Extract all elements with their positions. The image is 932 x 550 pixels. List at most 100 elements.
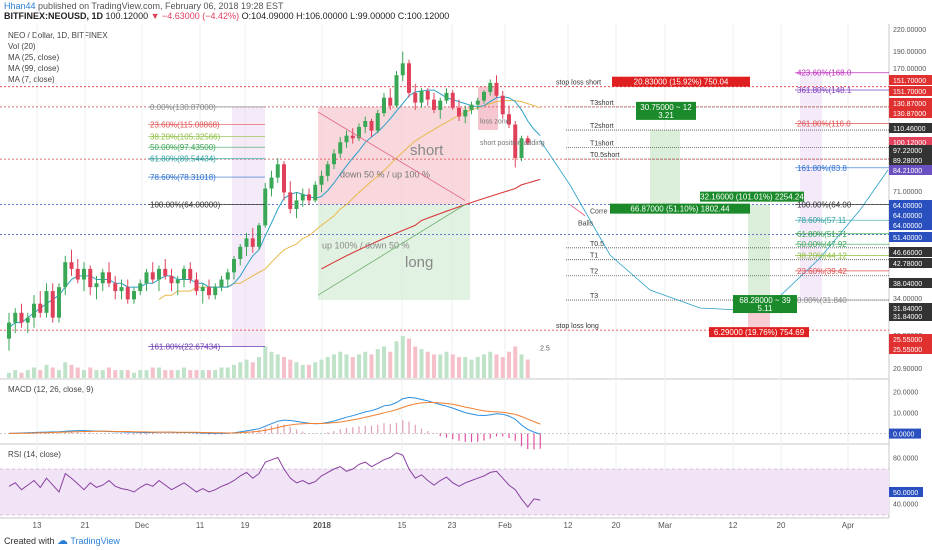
x-tick-label: 15 [398,521,407,530]
candle-body [388,97,393,106]
volume-bar [107,367,111,378]
price-tag [889,210,932,220]
level-label: T2short [590,123,614,130]
candle-body [482,91,486,101]
fib-right-label: 0.00%(31.840 [797,296,847,305]
fib-right-label: 23.60%(39.42 [797,267,847,276]
legend-item-vol[interactable]: Vol (20) [8,42,36,51]
candle-body [213,287,218,296]
volume-bar [225,367,230,378]
rsi-line [8,452,541,508]
candle-body [525,138,530,144]
level-label: stop loss long [556,323,599,330]
candle-body [32,303,36,318]
legend-item-ma7[interactable]: MA (7, close) [8,75,55,84]
candle-body [238,246,243,259]
volume-bar [313,362,318,378]
volume-bar [513,346,518,378]
volume-bar [282,357,286,378]
fib-left-label: 38.20%(105.32566) [150,133,221,142]
price-tag [889,155,932,165]
candle-body [225,272,230,280]
level-label: T1short [590,140,614,147]
legend-item-ma25[interactable]: MA (25, close) [8,53,60,62]
level-label: T3 [590,293,598,300]
position-box [636,101,696,120]
volume-bar [388,351,393,378]
candle-body [150,272,155,280]
price-tag [889,232,932,242]
level-label: stop loss short [556,80,601,87]
fib-right-label: 78.60%(57.11 [797,216,847,225]
volume-bar [375,349,380,378]
price-axis-label: 151.70000 [893,78,926,85]
price-axis-label: 97.22000 [893,148,922,155]
candle-body [438,100,443,110]
tradingview-brand[interactable]: TradingView [70,536,120,546]
candle-body [138,283,143,292]
candle-body [394,75,399,106]
price-tag [889,98,932,108]
candle-body [313,184,318,201]
candle-body [144,272,149,284]
candle-body [188,268,193,280]
candle-body [350,135,355,139]
price-tag [889,278,932,288]
volume-bar [288,359,293,378]
x-tick-label: Dec [135,521,149,530]
x-tick-label: 20 [612,521,621,530]
candle-body [294,200,299,209]
volume-bar [444,351,449,378]
volume-bar [263,346,268,378]
volume-bar [125,370,130,378]
volume-bar [488,351,493,378]
volume-bar [157,367,161,378]
author-link[interactable]: Hhan44 [4,1,36,11]
price-axis-label: 25.55000 [893,337,922,344]
volume-bar [319,359,324,378]
candle-body [269,177,274,189]
candle-body [425,90,430,100]
volume-bar [475,357,480,378]
candle-body [250,238,255,247]
candle-body [432,99,436,110]
ohlc-values: O:104.09000 H:106.00000 L:99.00000 C:100… [241,11,450,21]
x-tick-label: 21 [81,521,90,530]
candle-body [319,175,324,185]
volume-bar [344,354,349,378]
volume-bar [188,370,193,378]
candle-body [182,268,186,280]
candle-body [194,279,199,292]
candle-body [382,97,386,114]
volume-bar [257,357,261,378]
candle-body [344,135,349,143]
candle-body [7,322,11,339]
macd-pane: MACD (12, 26, close, 9) 20.0000 10.0000 0.0… [0,385,921,450]
short-target-zone [650,130,680,205]
candle-body [113,283,118,292]
volume-bar [163,370,168,378]
candle-body [82,268,86,280]
fib-right-label: 38.20%(44.12 [797,251,847,260]
candle-body [325,164,330,176]
candle-body [275,164,280,178]
candle-body [363,121,368,127]
candle-body [407,63,411,93]
price-axis-label: 20.90000 [893,366,922,373]
publish-info: Hhan44 published on TradingView.com, Feb… [4,1,284,11]
x-tick-label: 19 [241,521,250,530]
volume-bar [232,364,236,378]
x-tick-label: 13 [33,521,42,530]
loss-zone-label: loss zone [480,118,510,125]
candle-body [357,126,361,139]
volume-bar [482,354,486,378]
legend-item-ma99[interactable]: MA (99, close) [8,64,60,73]
price-axis-label: 42.78000 [893,261,922,268]
macd-axis-label: 0.0000 [893,432,915,439]
volume-bar [413,346,418,378]
volume-bar [325,357,330,378]
rsi-axis-label: 50.0000 [893,490,918,497]
candle-body [282,164,286,193]
